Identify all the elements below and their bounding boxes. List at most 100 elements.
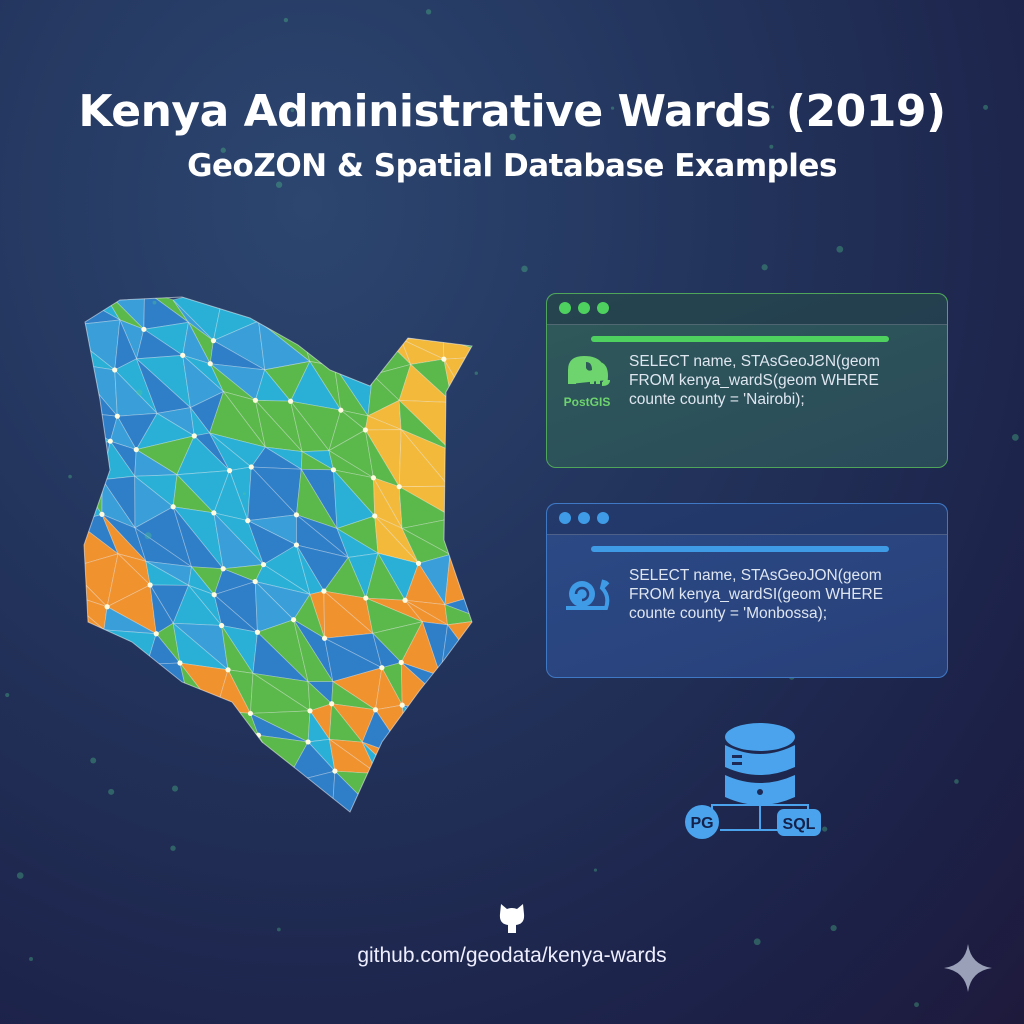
ward-polygon xyxy=(114,368,158,417)
background-node xyxy=(68,474,72,479)
ward-node xyxy=(180,352,186,358)
ward-node xyxy=(70,361,75,366)
snail-logo xyxy=(557,574,617,619)
ward-polygon xyxy=(119,319,145,361)
ward-polygon xyxy=(135,435,195,476)
ward-polygon xyxy=(447,787,472,812)
background-node xyxy=(220,147,226,153)
background-node xyxy=(474,371,478,375)
ward-polygon xyxy=(441,297,472,322)
background-node xyxy=(771,105,775,109)
ward-node xyxy=(191,433,197,439)
ward-polygon xyxy=(448,485,472,524)
ward-polygon xyxy=(223,772,264,812)
ward-polygon xyxy=(400,297,444,340)
background-node xyxy=(5,692,10,698)
ward-polygon xyxy=(372,621,424,664)
ward-polygon xyxy=(301,297,337,337)
accent-bar xyxy=(591,546,889,552)
ward-polygon xyxy=(326,323,373,376)
background-node xyxy=(753,938,761,946)
ward-polygon xyxy=(208,787,265,812)
ward-polygon xyxy=(106,777,156,812)
background-node xyxy=(954,779,959,784)
ward-polygon xyxy=(400,778,438,812)
ward-polygon xyxy=(84,742,109,780)
ward-polygon xyxy=(101,514,148,563)
ward-node xyxy=(207,361,213,367)
ward-polygon xyxy=(96,698,144,758)
ward-node xyxy=(252,578,258,585)
ward-polygon xyxy=(138,784,187,812)
ward-polygon xyxy=(102,698,158,758)
ward-polygon xyxy=(220,754,261,789)
window-dot-icon xyxy=(559,512,571,524)
ward-node xyxy=(483,617,488,622)
ward-polygon xyxy=(84,410,118,442)
background-node xyxy=(152,300,157,305)
ward-polygon xyxy=(102,656,158,712)
ward-polygon xyxy=(190,712,222,758)
ward-polygon xyxy=(253,297,303,325)
sql-code-window: SELECT name, STAsGeoJON(geom FROM kenya_w… xyxy=(546,503,948,678)
background-node xyxy=(983,104,989,110)
ward-polygon xyxy=(84,774,118,812)
ward-polygon xyxy=(372,632,403,669)
background-node xyxy=(108,788,115,795)
ward-polygon xyxy=(84,450,103,481)
ward-polygon xyxy=(219,734,261,775)
ward-polygon xyxy=(172,622,229,671)
ward-polygon xyxy=(101,513,147,562)
ward-polygon xyxy=(376,772,418,812)
ward-node xyxy=(455,711,462,717)
ward-node xyxy=(305,739,311,745)
ward-polygon xyxy=(84,590,108,631)
ward-polygon xyxy=(172,299,214,341)
ward-polygon xyxy=(364,415,402,431)
ward-node xyxy=(293,512,300,518)
ward-polygon xyxy=(326,297,371,336)
ward-polygon xyxy=(84,440,111,481)
background-node xyxy=(290,108,295,113)
ward-polygon xyxy=(447,748,472,795)
ward-polygon xyxy=(189,755,225,790)
ward-node xyxy=(299,816,304,821)
ward-polygon xyxy=(401,527,452,564)
ward-node xyxy=(376,279,381,284)
ward-node xyxy=(446,483,452,489)
ward-node xyxy=(415,560,422,566)
ward-node xyxy=(445,785,451,792)
ward-polygon xyxy=(323,590,374,639)
window-dot-icon xyxy=(578,302,590,314)
ward-polygon xyxy=(309,703,333,741)
ward-node xyxy=(99,511,105,517)
ward-node xyxy=(363,595,369,601)
repository-link[interactable]: github.com/geodata/kenya-wards xyxy=(357,944,667,967)
ward-polygon xyxy=(106,778,156,812)
ward-polygon xyxy=(449,517,472,563)
ward-node xyxy=(372,707,379,713)
ward-node xyxy=(225,667,231,673)
ward-node xyxy=(147,582,153,588)
ward-node xyxy=(399,702,405,708)
ward-polygon xyxy=(84,657,118,700)
ward-node xyxy=(152,826,157,831)
ward-node xyxy=(293,542,300,548)
ward-polygon xyxy=(457,733,472,796)
background-node xyxy=(521,265,528,273)
ward-node xyxy=(141,326,147,332)
ward-node xyxy=(210,338,217,344)
ward-node xyxy=(104,604,110,610)
ward-polygon xyxy=(364,429,402,489)
ward-polygon xyxy=(253,297,300,324)
ward-polygon xyxy=(84,319,121,371)
ward-node xyxy=(330,467,337,473)
ward-polygon xyxy=(116,657,158,712)
ward-polygon xyxy=(258,320,311,371)
ward-node xyxy=(211,510,217,516)
background-node xyxy=(1011,433,1019,441)
ward-polygon xyxy=(293,593,326,640)
ward-node xyxy=(94,734,100,740)
background-node xyxy=(275,181,283,188)
